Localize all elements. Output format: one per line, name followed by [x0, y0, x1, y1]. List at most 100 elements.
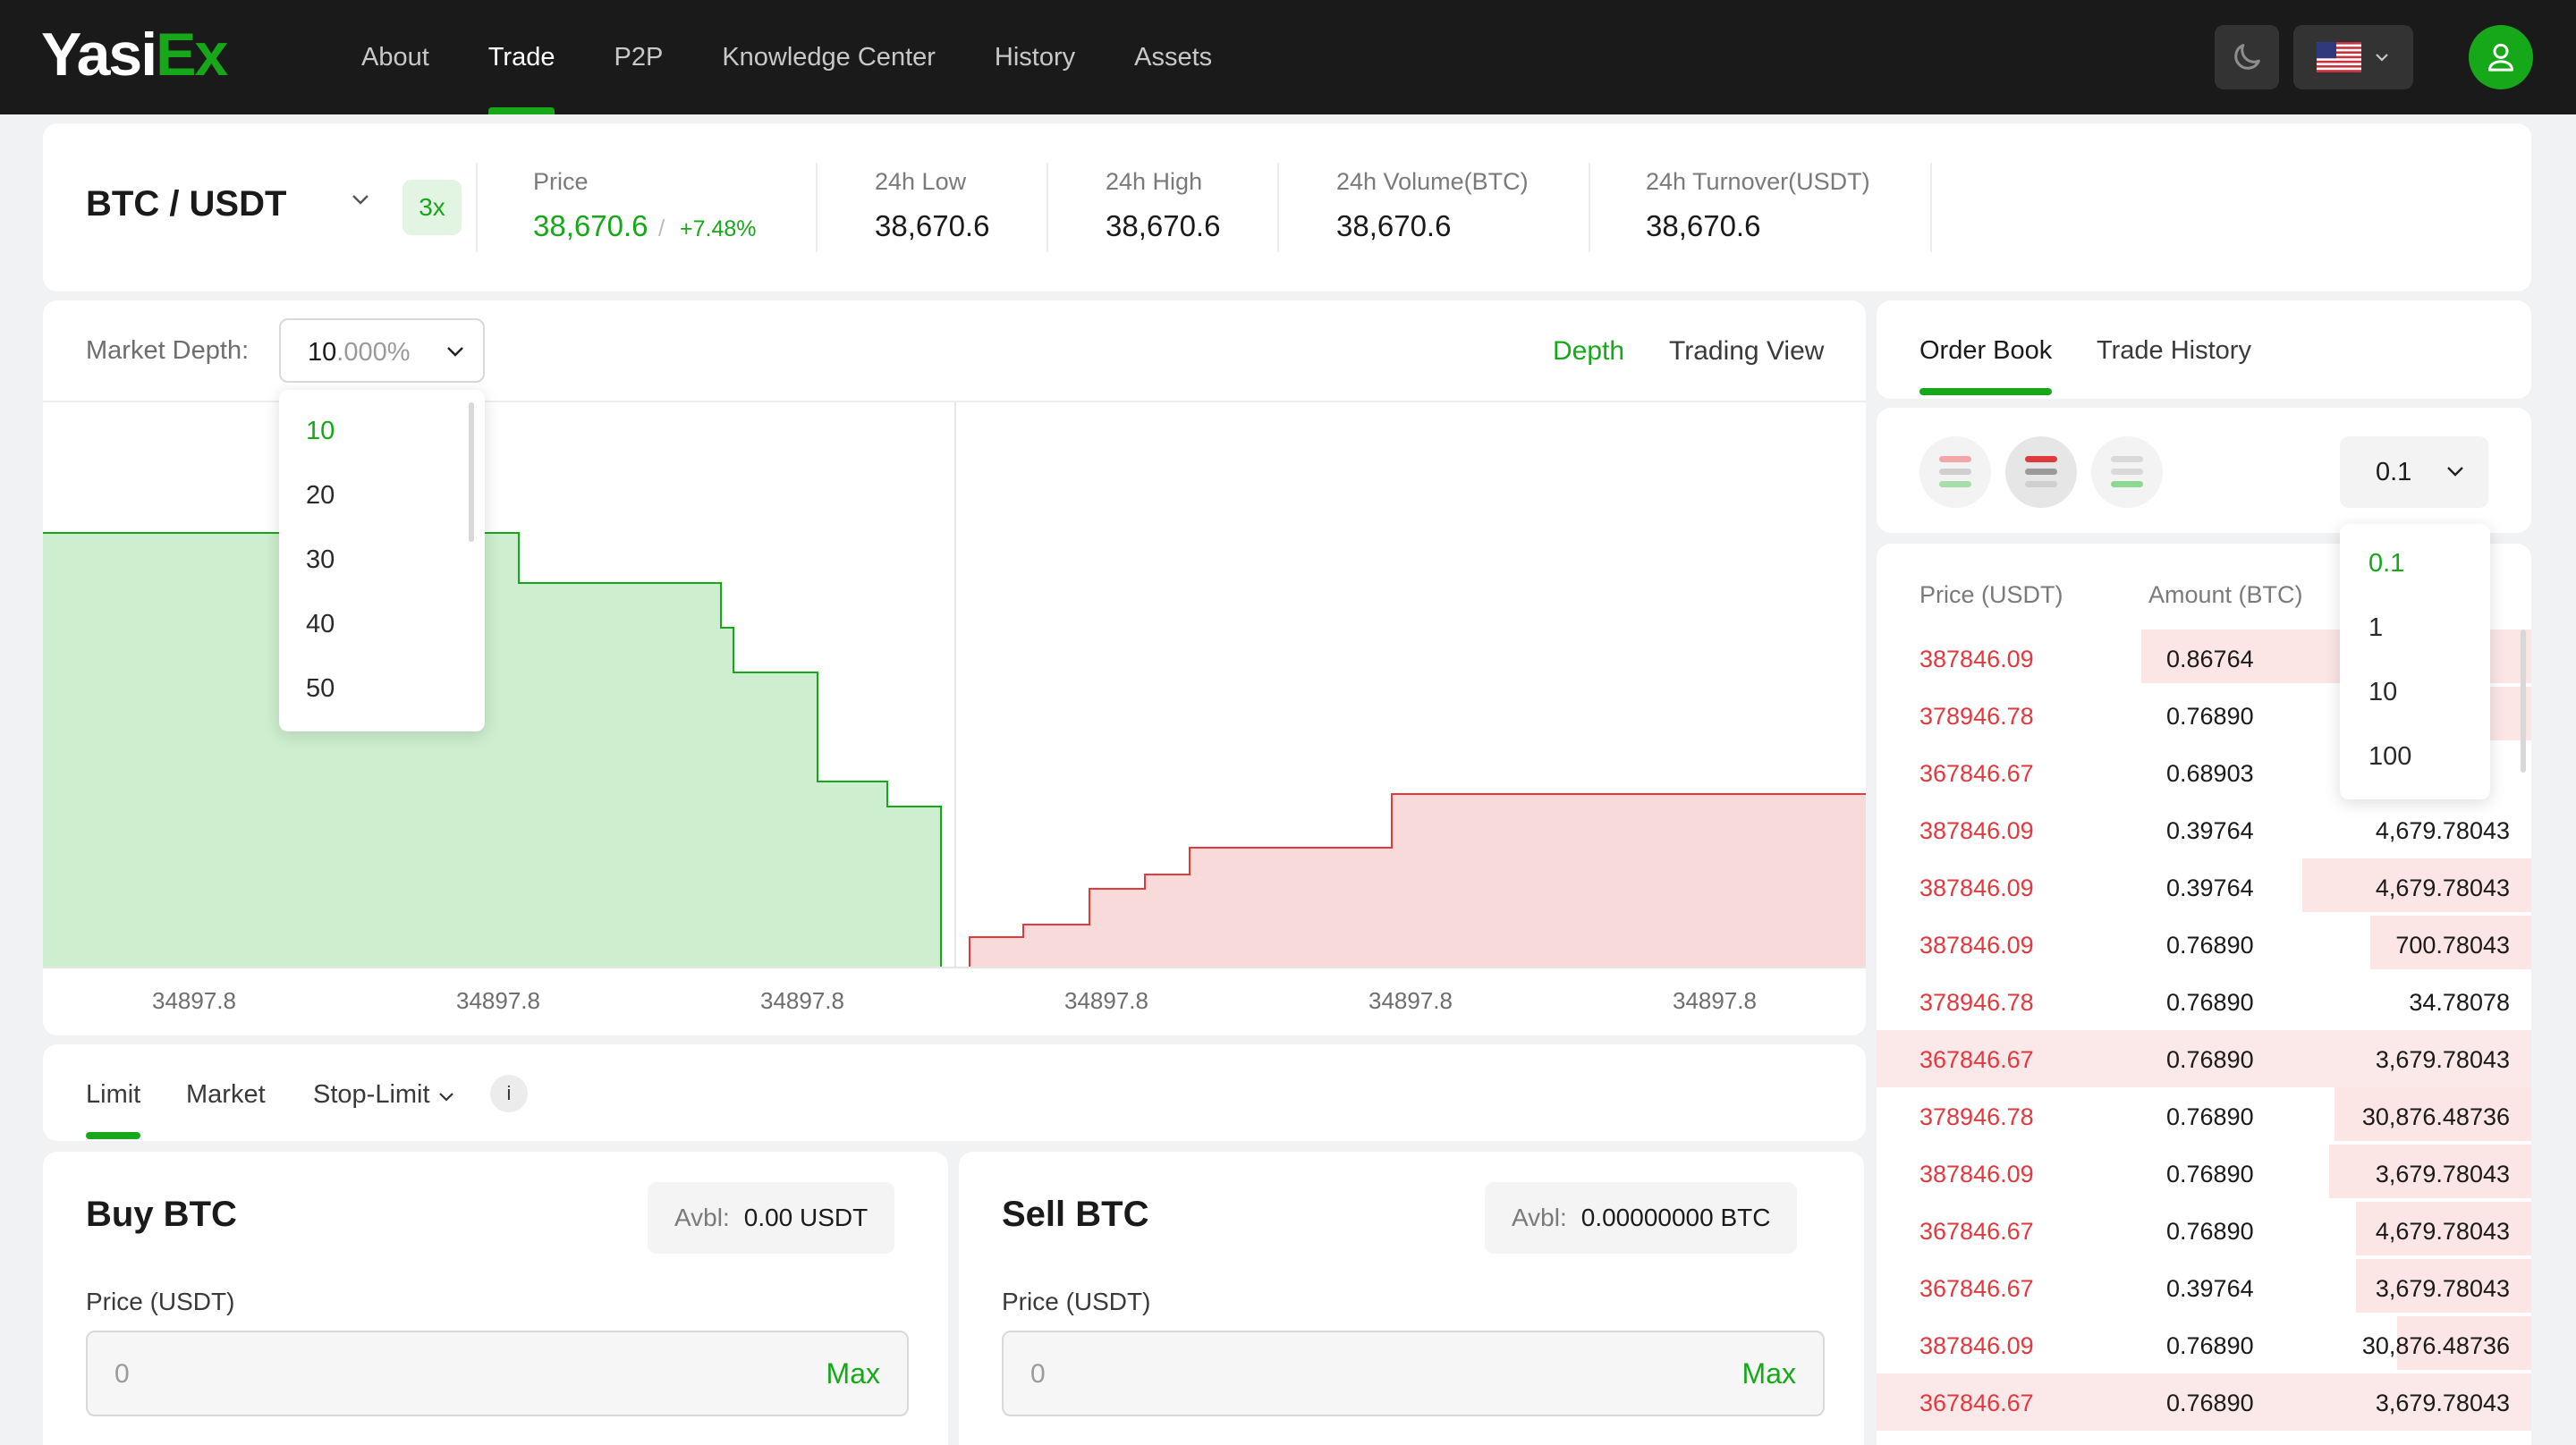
row-amount: 0.76890	[2166, 1103, 2254, 1130]
precision-option[interactable]: 0.1	[2368, 549, 2405, 578]
layout-both-button[interactable]	[1919, 436, 1991, 508]
layout-asks-button[interactable]	[2005, 436, 2077, 508]
orderbook-row[interactable]: 387846.09 0.39764 4,679.78043	[1877, 801, 2531, 858]
separator-slash: /	[658, 215, 665, 241]
tab-trade-history[interactable]: Trade History	[2097, 336, 2251, 365]
user-account-button[interactable]	[2469, 25, 2533, 89]
stat-label: 24h High	[1106, 168, 1203, 195]
orderbook-row[interactable]: 378946.78 0.76890 34.78078	[1877, 973, 2531, 1030]
divider	[816, 163, 818, 252]
info-icon[interactable]: i	[490, 1075, 528, 1112]
orderbook-row[interactable]: 367846.67 0.76890 4,679.78043	[1877, 1202, 2531, 1259]
precision-select[interactable]: 0.1	[2340, 436, 2488, 508]
tab-trading-view[interactable]: Trading View	[1669, 336, 1825, 366]
row-amount: 0.76890	[2166, 1332, 2254, 1359]
row-total: 3,679.78043	[2375, 1046, 2510, 1073]
orderbook-row[interactable]: 367846.67 0.39764 3,679.78043	[1877, 1259, 2531, 1316]
dropdown-scrollbar[interactable]	[469, 402, 474, 542]
orderbook-row[interactable]: 387846.09 0.76890 3,679.78043	[1877, 1145, 2531, 1202]
buy-form: Buy BTC Avbl: 0.00 USDT Price (USDT) 0 M…	[43, 1152, 948, 1445]
order-type-tabs: Limit Market Stop-Limit i	[43, 1044, 1866, 1141]
avbl-label: Avbl:	[674, 1204, 730, 1231]
nav-knowledge-center[interactable]: Knowledge Center	[722, 43, 936, 72]
depth-suffix: .000%	[336, 338, 411, 367]
x-axis-tick: 34897.8	[1673, 987, 1757, 1014]
orderbook-row[interactable]: 387846.09 0.76890 30,876.48736	[1877, 1316, 2531, 1373]
depth-option[interactable]: 20	[306, 481, 335, 510]
sell-price-label: Price (USDT)	[1002, 1288, 1151, 1315]
theme-toggle-button[interactable]	[2215, 25, 2279, 89]
depth-option[interactable]: 10	[306, 417, 335, 445]
stat-label: 24h Turnover(USDT)	[1646, 168, 1870, 195]
language-selector[interactable]	[2293, 25, 2413, 89]
nav-assets[interactable]: Assets	[1134, 43, 1213, 72]
precision-option[interactable]: 100	[2368, 742, 2412, 771]
sell-price-input[interactable]: 0 Max	[1002, 1331, 1825, 1416]
orderbook-row[interactable]: 387846.09 0.76890 700.78043	[1877, 916, 2531, 973]
nav-about[interactable]: About	[361, 43, 429, 72]
row-total: 30,876.48736	[2361, 1332, 2510, 1359]
chevron-down-icon	[438, 1093, 453, 1102]
row-amount: 0.76890	[2166, 1161, 2254, 1187]
depth-bar	[2356, 1259, 2531, 1313]
depth-option[interactable]: 40	[306, 610, 335, 638]
chevron-down-icon[interactable]	[351, 193, 370, 206]
divider	[476, 163, 478, 252]
nav-p2p[interactable]: P2P	[614, 43, 664, 72]
layout-bids-button[interactable]	[2091, 436, 2163, 508]
depth-bar	[2302, 858, 2531, 912]
precision-option[interactable]: 10	[2368, 678, 2398, 706]
buy-title: Buy BTC	[86, 1195, 237, 1234]
row-amount: 0.68903	[2166, 760, 2254, 787]
orderbook-row[interactable]: 367846.67 0.68903	[1877, 744, 2531, 801]
x-axis-tick: 34897.8	[760, 987, 844, 1014]
nav-trade[interactable]: Trade	[487, 0, 555, 114]
x-axis-tick: 34897.8	[1064, 987, 1148, 1014]
orderbook-row[interactable]: 367846.67 0.76890 3,679.78043	[1877, 1373, 2531, 1431]
orderbook-row[interactable]: 367846.67 0.76890 3,679.78043	[1877, 1030, 2531, 1087]
tab-limit[interactable]: Limit	[86, 1080, 141, 1139]
divider	[1589, 163, 1590, 252]
nav-history[interactable]: History	[994, 43, 1076, 72]
stat-value: 38,670.6	[1336, 209, 1452, 242]
orderbook-row[interactable]: 378946.78 0.76890 30,876.48736	[1877, 1087, 2531, 1145]
row-price: 387846.09	[1919, 875, 2034, 901]
row-price: 367846.67	[1919, 760, 2034, 787]
market-depth-select[interactable]: 10.000%	[279, 318, 485, 383]
market-depth-label: Market Depth:	[86, 336, 250, 365]
sell-max-button[interactable]: Max	[1741, 1357, 1796, 1390]
row-amount: 0.39764	[2166, 1275, 2254, 1302]
logo-text-main: Yasi	[41, 21, 157, 89]
depth-option[interactable]: 30	[306, 545, 335, 574]
tab-depth[interactable]: Depth	[1553, 336, 1625, 366]
depth-bar	[2334, 1087, 2531, 1141]
buy-max-button[interactable]: Max	[826, 1357, 880, 1390]
market-depth-value: 10.000%	[308, 338, 411, 368]
brand-logo[interactable]: YasiEx	[41, 20, 228, 89]
row-amount: 0.76890	[2166, 703, 2254, 730]
tab-stop-limit[interactable]: Stop-Limit	[313, 1080, 455, 1110]
stat-value: 38,670.6	[1646, 209, 1761, 242]
orderbook-row[interactable]: 387846.09 0.39764 4,679.78043	[1877, 858, 2531, 916]
buy-available-balance: Avbl: 0.00 USDT	[648, 1182, 895, 1254]
tab-market[interactable]: Market	[186, 1080, 266, 1109]
depth-bar	[2370, 916, 2531, 969]
tab-order-book[interactable]: Order Book	[1919, 336, 2053, 395]
price-change: +7.48%	[680, 216, 757, 241]
main-nav: About Trade P2P Knowledge Center History…	[361, 0, 1271, 114]
orderbook-scrollbar[interactable]	[2521, 630, 2526, 773]
orderbook-list: Price (USDT) Amount (BTC) 387846.09 0.86…	[1877, 544, 2531, 1445]
avbl-label: Avbl:	[1512, 1204, 1567, 1231]
bid-depth-area	[43, 533, 941, 968]
row-total: 3,679.78043	[2375, 1390, 2510, 1416]
depth-option[interactable]: 50	[306, 674, 335, 703]
x-axis-tick: 34897.8	[1368, 987, 1453, 1014]
precision-option[interactable]: 1	[2368, 613, 2384, 642]
trading-pair[interactable]: BTC / USDT	[86, 184, 287, 224]
row-amount: 0.76890	[2166, 932, 2254, 959]
buy-price-input[interactable]: 0 Max	[86, 1331, 909, 1416]
us-flag-icon	[2317, 42, 2361, 72]
tab-stop-limit-label: Stop-Limit	[313, 1080, 430, 1109]
row-total: 3,679.78043	[2375, 1275, 2510, 1302]
precision-value: 0.1	[2376, 458, 2412, 486]
